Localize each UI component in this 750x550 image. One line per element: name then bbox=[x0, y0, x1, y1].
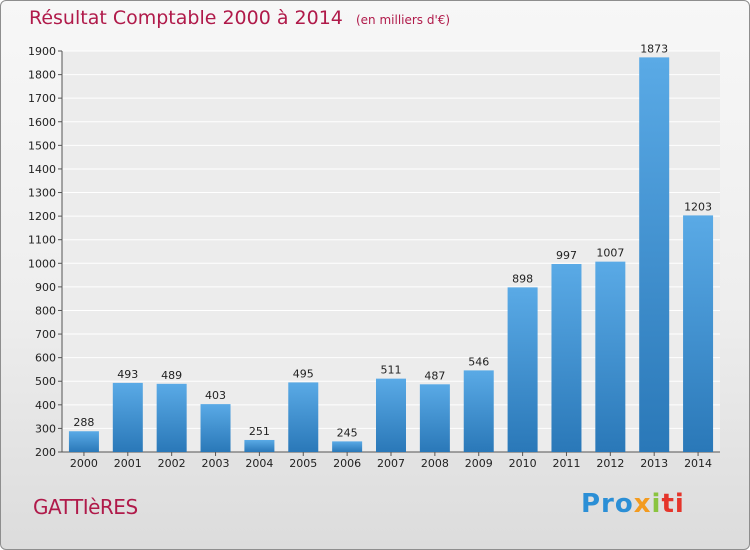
y-tick-label: 1500 bbox=[28, 139, 56, 152]
y-tick-label: 1700 bbox=[28, 92, 56, 105]
x-tick-label-2002: 2002 bbox=[158, 457, 186, 470]
y-tick-label: 1800 bbox=[28, 69, 56, 82]
value-label-2004: 251 bbox=[249, 425, 270, 438]
bar-2004 bbox=[244, 439, 275, 452]
x-tick-label-2000: 2000 bbox=[70, 457, 98, 470]
x-tick-label-2014: 2014 bbox=[684, 457, 712, 470]
y-tick-label: 600 bbox=[35, 352, 56, 365]
x-tick-label-2006: 2006 bbox=[333, 457, 361, 470]
chart-title-main: Résultat Comptable 2000 à 2014 bbox=[29, 7, 343, 29]
bar-2006 bbox=[332, 441, 363, 452]
logo-part-4: ti bbox=[661, 489, 685, 519]
y-tick-label: 1600 bbox=[28, 116, 56, 129]
y-tick-label: 200 bbox=[35, 446, 56, 459]
bar-2012 bbox=[595, 261, 626, 452]
y-tick-label: 500 bbox=[35, 375, 56, 388]
bar-2013 bbox=[639, 57, 670, 452]
bar-2014 bbox=[683, 215, 714, 452]
value-label-2003: 403 bbox=[205, 389, 226, 402]
value-label-2014: 1203 bbox=[684, 200, 712, 213]
x-tick-label-2005: 2005 bbox=[289, 457, 317, 470]
y-tick-label: 1100 bbox=[28, 234, 56, 247]
logo-part-1: Pro bbox=[581, 489, 634, 519]
value-label-2006: 245 bbox=[337, 426, 358, 439]
value-label-2013: 1873 bbox=[640, 42, 668, 55]
value-label-2001: 493 bbox=[117, 368, 138, 381]
bar-2001 bbox=[112, 382, 143, 452]
chart-title-unit: (en milliers d'€) bbox=[355, 13, 451, 27]
bar-2003 bbox=[200, 404, 231, 452]
x-tick-label-2004: 2004 bbox=[245, 457, 273, 470]
y-tick-label: 800 bbox=[35, 304, 56, 317]
x-tick-label-2012: 2012 bbox=[596, 457, 624, 470]
x-tick-label-2013: 2013 bbox=[640, 457, 668, 470]
value-label-2002: 489 bbox=[161, 369, 182, 382]
commune-name: GATTIèRES bbox=[33, 495, 138, 519]
bar-2002 bbox=[156, 383, 187, 452]
value-label-2008: 487 bbox=[424, 369, 445, 382]
x-tick-label-2003: 2003 bbox=[202, 457, 230, 470]
value-label-2007: 511 bbox=[381, 364, 402, 377]
value-label-2010: 898 bbox=[512, 272, 533, 285]
bar-2000 bbox=[68, 431, 99, 452]
y-tick-label: 300 bbox=[35, 422, 56, 435]
value-label-2000: 288 bbox=[73, 416, 94, 429]
logo-part-3: i bbox=[651, 489, 662, 519]
y-tick-label: 1000 bbox=[28, 257, 56, 270]
y-tick-label: 1900 bbox=[28, 45, 56, 58]
x-tick-label-2009: 2009 bbox=[465, 457, 493, 470]
value-label-2005: 495 bbox=[293, 367, 314, 380]
y-tick-label: 1300 bbox=[28, 187, 56, 200]
y-tick-label: 400 bbox=[35, 399, 56, 412]
bar-2007 bbox=[376, 378, 406, 452]
proxiti-logo: Proxiti bbox=[581, 489, 685, 519]
y-tick-label: 1400 bbox=[28, 163, 56, 176]
bar-2010 bbox=[507, 287, 538, 452]
logo-part-2: x bbox=[633, 489, 652, 519]
y-tick-label: 1200 bbox=[28, 210, 56, 223]
x-tick-label-2007: 2007 bbox=[377, 457, 405, 470]
chart-title: Résultat Comptable 2000 à 2014 (en milli… bbox=[29, 7, 450, 29]
bar-2009 bbox=[463, 370, 494, 452]
x-tick-label-2001: 2001 bbox=[114, 457, 142, 470]
bar-2008 bbox=[419, 384, 450, 452]
x-tick-label-2010: 2010 bbox=[509, 457, 537, 470]
y-tick-label: 700 bbox=[35, 328, 56, 341]
x-tick-label-2008: 2008 bbox=[421, 457, 449, 470]
bar-2005 bbox=[288, 382, 319, 452]
x-tick-label-2011: 2011 bbox=[552, 457, 580, 470]
value-label-2012: 1007 bbox=[596, 247, 624, 260]
value-label-2009: 546 bbox=[468, 355, 489, 368]
bar-2011 bbox=[551, 264, 582, 452]
y-tick-label: 900 bbox=[35, 281, 56, 294]
value-label-2011: 997 bbox=[556, 249, 577, 262]
